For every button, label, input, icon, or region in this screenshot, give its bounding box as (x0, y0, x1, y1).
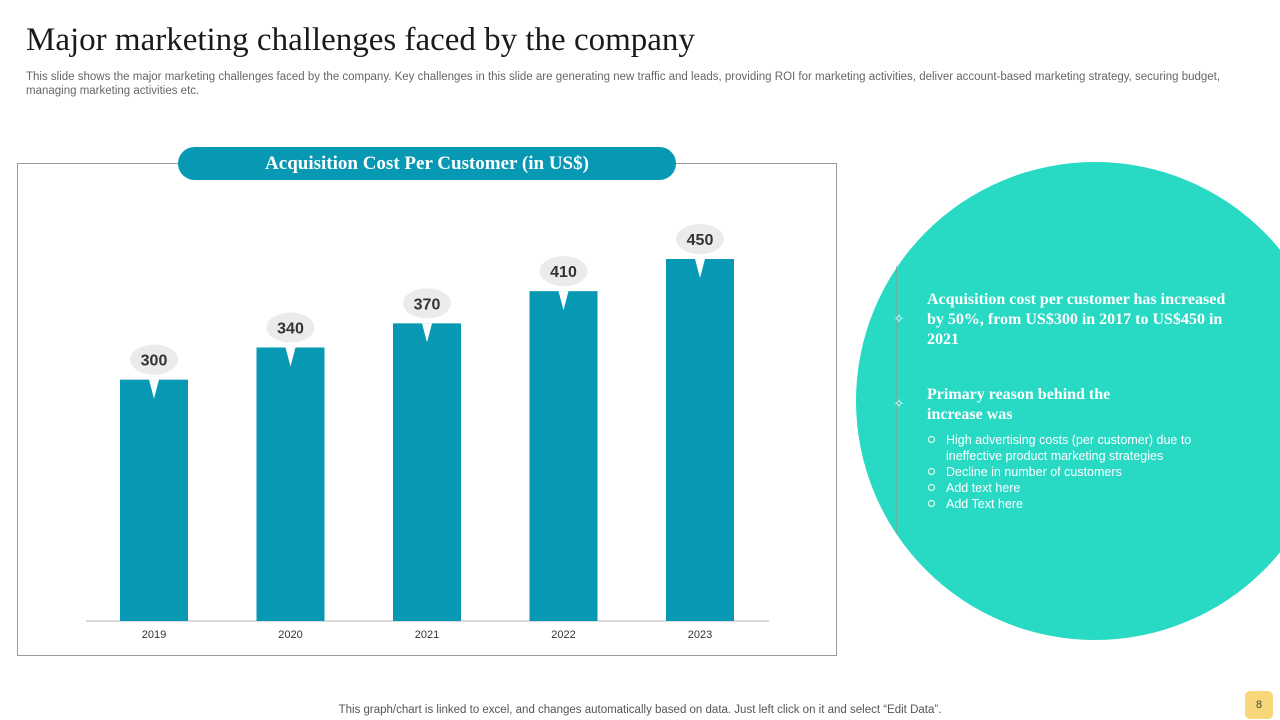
chart-frame[interactable] (17, 163, 837, 656)
list-item: Decline in number of customers (928, 464, 1218, 480)
slide-title: Major marketing challenges faced by the … (26, 22, 695, 58)
insight-point-1: Acquisition cost per customer has increa… (927, 291, 1226, 348)
circle-bullet-icon (928, 436, 935, 443)
circle-bullet-icon (928, 484, 935, 491)
slide-subtitle: This slide shows the major marketing cha… (26, 71, 1221, 97)
circle-bullet-icon (928, 468, 935, 475)
reasons-list: High advertising costs (per customer) du… (928, 432, 1218, 512)
chart-title: Acquisition Cost Per Customer (in US$) (178, 147, 676, 180)
insight-circle (856, 162, 1280, 640)
insight-divider (896, 266, 897, 534)
circle-bullet-icon (928, 500, 935, 507)
list-item: Add text here (928, 480, 1218, 496)
list-item: Add Text here (928, 496, 1218, 512)
insight-point-2-title: Primary reason behind the increase was (927, 386, 1111, 423)
list-item: High advertising costs (per customer) du… (928, 432, 1218, 464)
footer-note: This graph/chart is linked to excel, and… (338, 704, 942, 716)
diamond-bullet-icon: ✧ (893, 396, 905, 411)
page-number-badge: 8 (1245, 691, 1273, 719)
diamond-bullet-icon: ✧ (893, 311, 905, 326)
